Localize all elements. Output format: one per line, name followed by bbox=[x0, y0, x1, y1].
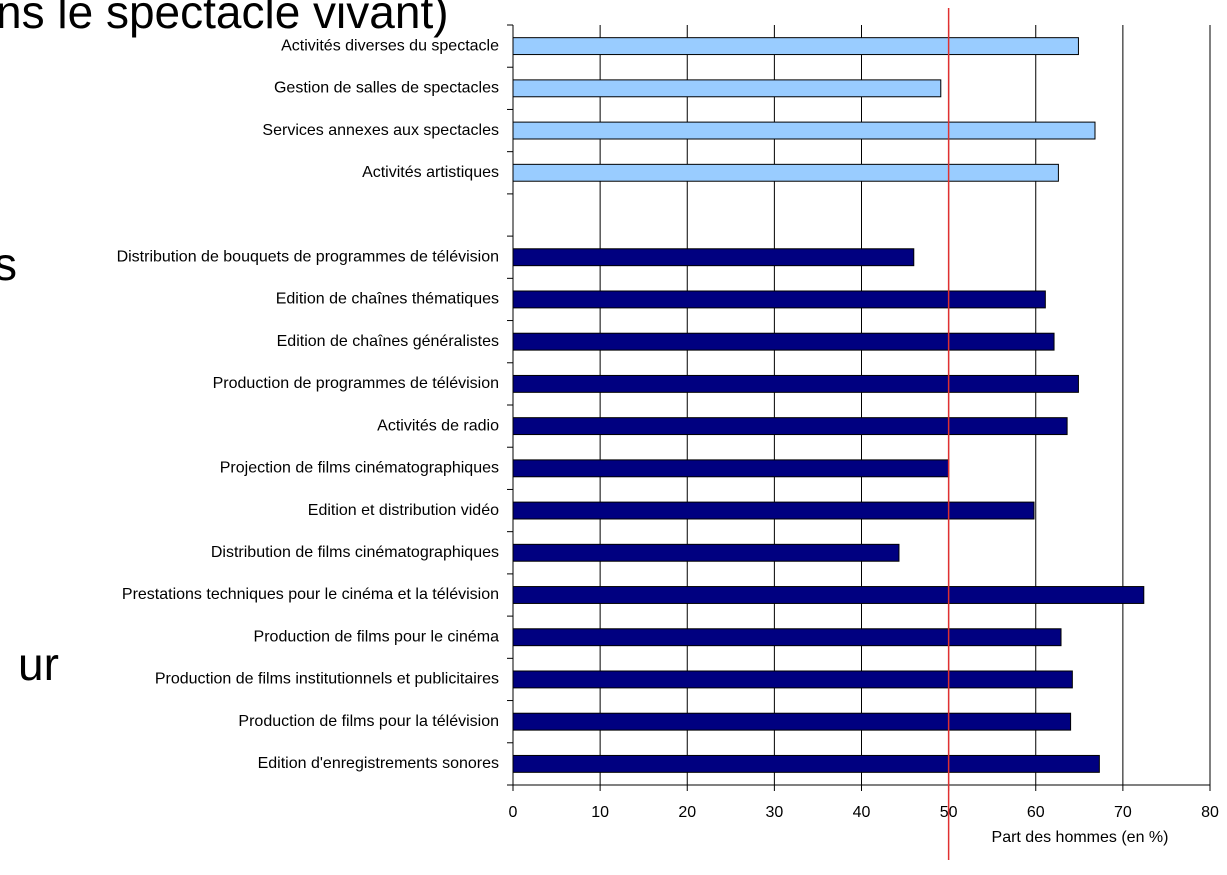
bar bbox=[512, 628, 1062, 647]
x-tick-label: 80 bbox=[1201, 804, 1219, 821]
y-tick-label: Edition de chaînes généralistes bbox=[277, 333, 499, 350]
x-tick-label: 40 bbox=[853, 804, 871, 821]
bar bbox=[512, 121, 1096, 140]
bar bbox=[512, 543, 900, 562]
y-tick-label: Distribution de bouquets de programmes d… bbox=[117, 248, 499, 265]
bar bbox=[512, 79, 942, 98]
bar bbox=[512, 332, 1055, 351]
y-tick-label: Production de films institutionnels et p… bbox=[155, 671, 499, 688]
bar bbox=[512, 712, 1072, 731]
y-tick-label: Production de films pour la télévision bbox=[238, 713, 499, 730]
x-tick-label: 60 bbox=[1027, 804, 1045, 821]
x-tick-label: 10 bbox=[591, 804, 609, 821]
y-tick-label: Edition et distribution vidéo bbox=[308, 502, 499, 519]
y-tick-label: Edition d'enregistrements sonores bbox=[258, 755, 499, 772]
x-tick-label: 0 bbox=[509, 804, 518, 821]
bar bbox=[512, 290, 1046, 309]
y-tick-label: Projection de films cinématographiques bbox=[220, 460, 499, 477]
x-axis-label: Part des hommes (en %) bbox=[992, 829, 1169, 846]
y-tick-label: Gestion de salles de spectacles bbox=[274, 80, 499, 97]
y-tick-label: Production de films pour le cinéma bbox=[254, 628, 500, 645]
x-tick-label: 70 bbox=[1114, 804, 1132, 821]
bar bbox=[512, 501, 1035, 520]
x-tick-label: 20 bbox=[678, 804, 696, 821]
y-tick-label: Distribution de films cinématographiques bbox=[211, 544, 499, 561]
background-text: s bbox=[0, 238, 17, 290]
bar bbox=[512, 374, 1079, 393]
y-tick-label: Production de programmes de télévision bbox=[213, 375, 499, 392]
y-tick-label: Services annexes aux spectacles bbox=[262, 122, 499, 139]
bar bbox=[512, 754, 1100, 773]
bar bbox=[512, 248, 915, 267]
y-tick-label: Edition de chaînes thématiques bbox=[276, 291, 499, 308]
bar bbox=[512, 586, 1145, 604]
background-text: ur bbox=[18, 638, 59, 690]
background-text: ns le spectacle vivant) bbox=[0, 0, 449, 38]
bar bbox=[512, 459, 950, 478]
bar bbox=[512, 417, 1068, 436]
y-tick-label: Activités diverses du spectacle bbox=[281, 37, 499, 54]
bar bbox=[512, 37, 1079, 56]
y-tick-label: Activités artistiques bbox=[362, 164, 499, 181]
y-tick-label: Activités de radio bbox=[377, 417, 499, 434]
x-tick-label: 30 bbox=[765, 804, 783, 821]
bar bbox=[512, 670, 1073, 689]
bar bbox=[512, 163, 1059, 182]
y-tick-label: Prestations techniques pour le cinéma et… bbox=[122, 586, 499, 603]
